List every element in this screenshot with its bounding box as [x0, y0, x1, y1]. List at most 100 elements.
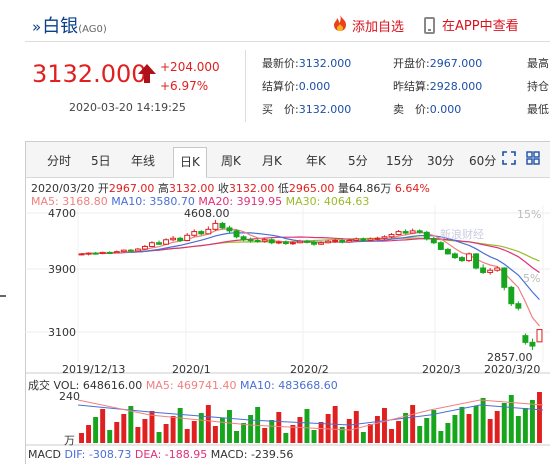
ohlc-vol: 64.86万 — [348, 182, 392, 195]
volume-bar — [311, 430, 317, 443]
open-in-app-link[interactable]: 在APP中查看 — [424, 15, 519, 34]
stat-prev-settle: 昨结算:2928.000 — [393, 78, 482, 94]
candle-body — [536, 329, 543, 343]
ohlc-low: 2965.00 — [288, 182, 335, 195]
candle-body — [120, 249, 127, 253]
volume-bar — [480, 398, 486, 443]
candle-body — [423, 231, 430, 240]
instrument-title: »白银(AG0) — [32, 12, 107, 38]
stat-high: 最高 — [527, 55, 549, 71]
volume-bar — [522, 408, 528, 443]
tab-5day[interactable]: 5日 — [91, 154, 111, 168]
volume-bar — [403, 413, 409, 443]
tab-60min[interactable]: 60分 — [469, 154, 497, 168]
candle-body — [233, 230, 240, 238]
volume-bar — [360, 432, 366, 443]
volume-bar — [515, 416, 521, 443]
candle-body — [459, 257, 465, 262]
stat-buy: 买 价:3132.000 — [262, 101, 351, 117]
volume-ma10: MA10: 483668.60 — [240, 379, 338, 392]
candle-body — [451, 253, 458, 259]
stat-prev-settle-value: 2928.000 — [429, 80, 483, 93]
stat-hold: 持仓 — [527, 78, 549, 94]
volume-bar — [367, 424, 373, 443]
ohlc-pct: 6.64% — [394, 182, 430, 195]
volume-bar — [487, 419, 493, 443]
candle-body — [163, 239, 170, 245]
stat-open: 开盘价:2967.000 — [393, 55, 482, 71]
candle-body — [99, 251, 106, 255]
candle-body — [473, 253, 480, 269]
candle-body — [304, 240, 310, 243]
candle-body — [141, 245, 148, 250]
tab-year-line[interactable]: 年线 — [131, 154, 156, 168]
price-change: +204.000 +6.97% — [160, 58, 220, 96]
volume-bar — [346, 419, 352, 443]
candle-body — [198, 231, 205, 235]
stat-latest-label: 最新价: — [262, 57, 299, 70]
tab-yearly-k[interactable]: 年K — [306, 154, 326, 168]
ohlc-high-label: 高 — [157, 182, 169, 195]
tab-15min[interactable]: 15分 — [386, 154, 414, 168]
header-divider — [25, 41, 550, 42]
stat-latest-value: 3132.000 — [298, 57, 352, 70]
volume-bar — [473, 406, 479, 443]
candle-body — [325, 240, 332, 244]
volume-bar — [424, 418, 430, 443]
volume-bar — [184, 429, 190, 443]
macd-dea: DEA: -188.95 — [134, 448, 208, 461]
tab-timeshare[interactable]: 分时 — [47, 154, 72, 168]
quote-divider — [245, 50, 246, 122]
x-label-2: 2020/1 — [172, 363, 211, 376]
tab-daily-k[interactable]: 日K — [173, 147, 207, 178]
candle-body — [332, 240, 339, 243]
tab-30min[interactable]: 30分 — [427, 154, 455, 168]
volume-bar — [191, 421, 197, 443]
grid-icon[interactable] — [526, 151, 540, 165]
tab-monthly-k[interactable]: 月K — [262, 154, 282, 168]
candle-body — [367, 238, 374, 242]
tab-5min[interactable]: 5分 — [348, 154, 368, 168]
candle-body — [261, 239, 268, 242]
volume-bar — [283, 433, 289, 443]
volume-bar — [290, 425, 296, 443]
candle-body — [494, 267, 501, 271]
low-marker: 2857.00 — [487, 351, 533, 364]
ohlc-readout: 2020/03/20 开2967.00 高3132.00 收3132.00 低2… — [31, 180, 430, 196]
macd-label: MACD — [28, 448, 61, 461]
fullscreen-icon[interactable] — [502, 151, 516, 165]
candle-body — [501, 267, 508, 288]
tab-weekly-k[interactable]: 周K — [221, 154, 241, 168]
volume-bar — [142, 419, 148, 443]
volume-bar — [163, 424, 169, 443]
volume-bar — [431, 410, 437, 443]
volume-bar — [438, 431, 444, 443]
candle-body — [381, 236, 388, 239]
phone-icon — [424, 17, 435, 34]
x-label-3: 2020/2 — [290, 363, 329, 376]
stat-settle-value: 0.000 — [298, 80, 331, 93]
volume-bar — [156, 432, 162, 443]
ma-readout: MA5: 3168.80 MA10: 3580.70 MA20: 3919.95… — [31, 195, 369, 208]
candle-body — [437, 242, 444, 250]
stat-open-label: 开盘价: — [393, 57, 430, 70]
volume-bar — [86, 425, 92, 443]
volume-bar — [452, 415, 458, 443]
candle-body — [466, 253, 472, 262]
add-favorite-button[interactable]: 添加自选 — [332, 15, 404, 35]
candle-body — [529, 341, 536, 347]
candle-body — [275, 241, 282, 244]
ohlc-high: 3132.00 — [168, 182, 215, 195]
volume-bar — [459, 407, 465, 443]
stat-low: 最低 — [527, 101, 549, 117]
candle-body — [78, 253, 85, 256]
macd-dif: DIF: -308.73 — [64, 448, 132, 461]
candle-body — [444, 248, 451, 255]
candle-body — [515, 303, 522, 309]
ohlc-date: 2020/03/20 — [31, 182, 95, 195]
ma10-line — [81, 232, 540, 301]
change-percent: +6.97% — [160, 79, 209, 93]
period-tabs: 分时 5日 年线 日K 周K 月K 年K 5分 15分 30分 60分 — [26, 142, 550, 178]
volume-bar — [212, 426, 218, 443]
